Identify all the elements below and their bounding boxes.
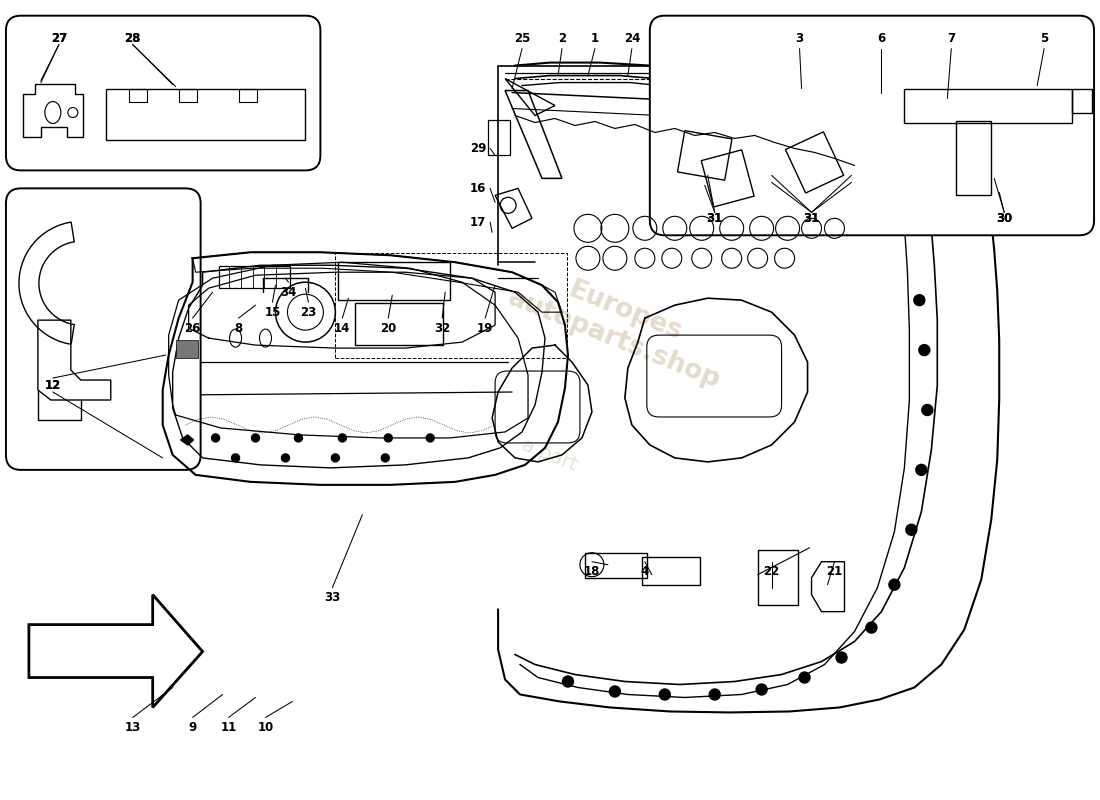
Bar — [585, 553, 647, 578]
Text: 19: 19 — [477, 322, 493, 334]
Circle shape — [426, 434, 434, 442]
Polygon shape — [29, 594, 202, 707]
Text: 27: 27 — [51, 32, 67, 45]
Text: 28: 28 — [124, 32, 141, 45]
Text: 15: 15 — [264, 306, 280, 318]
FancyBboxPatch shape — [6, 188, 200, 470]
Text: 2: 2 — [558, 32, 566, 45]
Text: 31: 31 — [803, 212, 820, 225]
Text: 13: 13 — [124, 721, 141, 734]
Circle shape — [836, 652, 847, 663]
Bar — [239, 89, 256, 102]
Text: 22: 22 — [763, 566, 780, 578]
Circle shape — [756, 684, 767, 695]
Bar — [956, 122, 991, 195]
Circle shape — [232, 454, 240, 462]
Bar — [339, 262, 450, 300]
Text: 31: 31 — [803, 212, 820, 225]
Text: 12: 12 — [45, 378, 60, 391]
Circle shape — [916, 464, 927, 475]
Circle shape — [710, 689, 720, 700]
Circle shape — [562, 676, 573, 687]
Circle shape — [866, 622, 877, 633]
Text: 34: 34 — [280, 286, 297, 298]
Circle shape — [918, 345, 930, 355]
Polygon shape — [180, 435, 194, 445]
Text: 32: 32 — [434, 322, 450, 334]
FancyBboxPatch shape — [650, 16, 1094, 235]
Text: 27: 27 — [51, 32, 67, 45]
Text: 31: 31 — [706, 212, 723, 225]
FancyBboxPatch shape — [6, 16, 320, 170]
Circle shape — [922, 405, 933, 415]
Text: 6: 6 — [878, 32, 886, 45]
Text: 8: 8 — [234, 322, 243, 334]
Bar — [178, 89, 197, 102]
Circle shape — [382, 454, 389, 462]
Bar — [641, 557, 700, 585]
Circle shape — [914, 294, 925, 306]
Circle shape — [384, 434, 393, 442]
Circle shape — [211, 434, 220, 442]
Text: 30: 30 — [997, 212, 1012, 225]
Text: 21: 21 — [826, 566, 843, 578]
Circle shape — [889, 579, 900, 590]
Bar — [219, 266, 290, 288]
Circle shape — [339, 434, 346, 442]
Text: 26: 26 — [185, 322, 201, 334]
Bar — [355, 303, 443, 345]
Text: 5: 5 — [1040, 32, 1048, 45]
Text: 18: 18 — [584, 566, 601, 578]
Circle shape — [252, 434, 260, 442]
Text: 23: 23 — [300, 306, 317, 318]
Bar — [488, 121, 510, 155]
Bar — [904, 89, 1072, 123]
Circle shape — [282, 454, 289, 462]
Text: 14: 14 — [334, 322, 351, 334]
Text: 10: 10 — [257, 721, 274, 734]
Bar — [106, 89, 306, 141]
Text: 16: 16 — [470, 182, 486, 195]
Text: 30: 30 — [997, 212, 1012, 225]
Text: 31: 31 — [706, 212, 723, 225]
Text: 3: 3 — [795, 32, 804, 45]
Bar — [758, 550, 798, 605]
Text: 7: 7 — [947, 32, 956, 45]
Bar — [1072, 89, 1092, 114]
Text: 25: 25 — [514, 32, 530, 45]
Text: 17: 17 — [470, 216, 486, 229]
Bar — [336, 254, 566, 358]
Circle shape — [331, 454, 340, 462]
Circle shape — [295, 434, 302, 442]
Circle shape — [799, 672, 810, 683]
Text: 20: 20 — [381, 322, 396, 334]
Circle shape — [609, 686, 620, 697]
Bar — [176, 340, 198, 358]
Text: Europes
autoparts.shop: Europes autoparts.shop — [504, 257, 736, 394]
Text: 29: 29 — [470, 142, 486, 155]
Text: 24: 24 — [624, 32, 640, 45]
Text: 11: 11 — [220, 721, 236, 734]
Text: 28: 28 — [124, 32, 141, 45]
Text: 33: 33 — [324, 591, 341, 604]
Circle shape — [906, 524, 917, 535]
Text: 12: 12 — [45, 378, 60, 391]
Text: 9: 9 — [188, 721, 197, 734]
Text: a part: a part — [519, 435, 581, 474]
Circle shape — [659, 689, 670, 700]
Bar — [129, 89, 146, 102]
Text: 1: 1 — [591, 32, 600, 45]
Text: 4: 4 — [640, 566, 649, 578]
